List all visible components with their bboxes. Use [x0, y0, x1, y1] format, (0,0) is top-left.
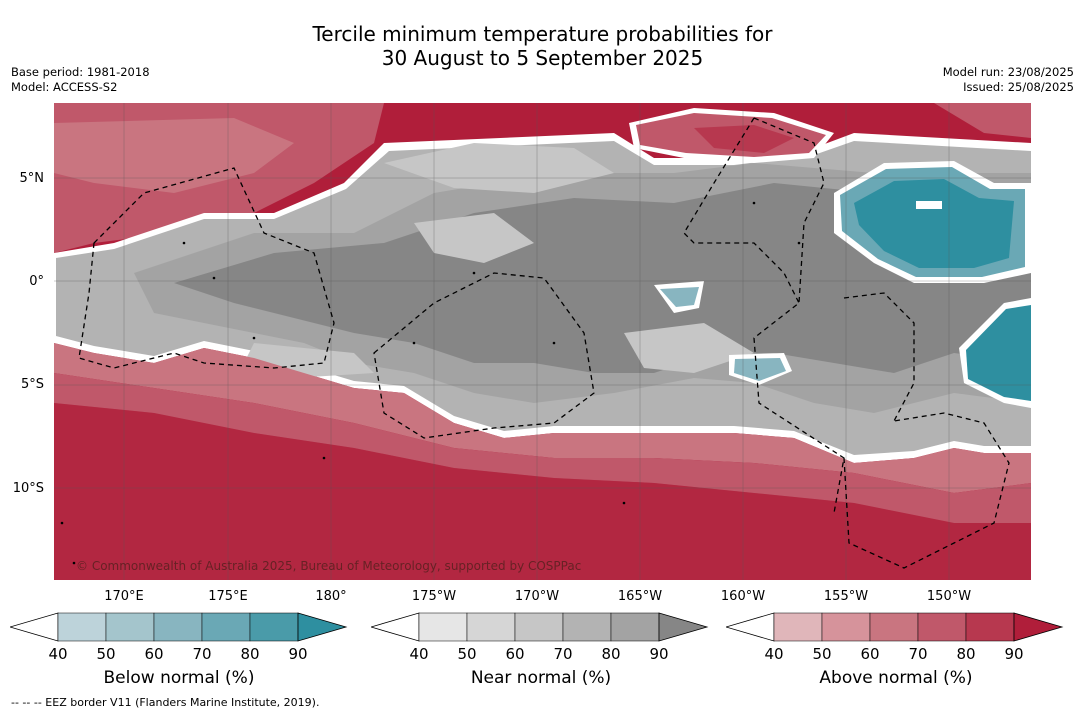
- colorbar-tick-label: 80: [601, 645, 621, 663]
- lon-label-170w: 170°W: [514, 589, 560, 604]
- lon-label-160w: 160°W: [720, 589, 766, 604]
- colorbar-label-above: Above normal (%): [819, 668, 973, 688]
- colorbar-tick-label: 50: [457, 645, 477, 663]
- colorbar-upper-extension: [658, 612, 709, 642]
- lon-label-180: 180°: [315, 589, 347, 604]
- colorbar-tick-label: 40: [48, 645, 68, 663]
- colorbar-tick-label: 80: [240, 645, 260, 663]
- probability-map: [54, 103, 1031, 580]
- colorbar-segment: [514, 612, 564, 642]
- colorbar-lower-extension: [10, 612, 59, 642]
- meta-right: Model run: 23/08/2025 Issued: 25/08/2025: [943, 65, 1074, 95]
- title-line-2: 30 August to 5 September 2025: [381, 46, 704, 70]
- colorbar-tick-label: 60: [505, 645, 525, 663]
- colorbar-segment: [562, 612, 612, 642]
- meta-left: Base period: 1981-2018 Model: ACCESS-S2: [11, 65, 150, 95]
- copyright-notice: © Commonwealth of Australia 2025, Bureau…: [76, 559, 582, 573]
- colorbar-segment: [821, 612, 871, 642]
- colorbar-tick-label: 70: [553, 645, 573, 663]
- map-title: Tercile minimum temperature probabilitie…: [0, 22, 1085, 70]
- model-name: Model: ACCESS-S2: [11, 80, 118, 94]
- colorbar-segment: [418, 612, 468, 642]
- colorbar-segment: [105, 612, 155, 642]
- colorbar-segment: [965, 612, 1015, 642]
- colorbar-tick-label: 50: [812, 645, 832, 663]
- colorbar-segment: [466, 612, 516, 642]
- colorbar-upper-extension: [1013, 612, 1064, 642]
- colorbar-tick-label: 60: [144, 645, 164, 663]
- colorbar-segment: [201, 612, 251, 642]
- issued-date: Issued: 25/08/2025: [963, 80, 1074, 94]
- lon-label-165w: 165°W: [617, 589, 663, 604]
- lon-label-175w: 175°W: [411, 589, 457, 604]
- red-band-s: [54, 343, 1031, 493]
- colorbar-segment: [610, 612, 660, 642]
- lon-label-170e: 170°E: [104, 589, 144, 604]
- colorbar-tick-label: 70: [908, 645, 928, 663]
- lat-label-0: 0°: [29, 274, 44, 289]
- colorbar-lower-extension: [371, 612, 420, 642]
- model-run: Model run: 23/08/2025: [942, 65, 1074, 79]
- colorbar-segment: [249, 612, 299, 642]
- colorbar-tick-label: 90: [649, 645, 669, 663]
- colorbar-tick-label: 70: [192, 645, 212, 663]
- colorbar-tick-label: 40: [764, 645, 784, 663]
- lat-label-5n: 5°N: [19, 171, 45, 186]
- colorbar-near-normal: [371, 612, 709, 642]
- colorbar-lower-extension: [726, 612, 775, 642]
- eez-footer-note: -- -- -- EEZ border V11 (Flanders Marine…: [11, 696, 320, 709]
- title-line-1: Tercile minimum temperature probabilitie…: [312, 22, 773, 46]
- lon-label-155w: 155°W: [823, 589, 869, 604]
- colorbar-segment: [57, 612, 107, 642]
- colorbar-tick-label: 90: [288, 645, 308, 663]
- colorbar-segment: [773, 612, 823, 642]
- colorbar-upper-extension: [297, 612, 348, 642]
- colorbar-tick-label: 40: [409, 645, 429, 663]
- lat-label-10s: 10°S: [12, 481, 44, 496]
- colorbar-tick-label: 90: [1004, 645, 1024, 663]
- colorbar-above-normal: [726, 612, 1064, 642]
- colorbar-tick-label: 50: [96, 645, 116, 663]
- lon-label-150w: 150°W: [926, 589, 972, 604]
- colorbar-segment: [153, 612, 203, 642]
- lon-label-175e: 175°E: [208, 589, 248, 604]
- colorbar-segment: [869, 612, 919, 642]
- colorbar-tick-label: 60: [860, 645, 880, 663]
- base-period: Base period: 1981-2018: [11, 65, 150, 79]
- colorbar-label-near: Near normal (%): [470, 668, 612, 688]
- colorbar-segment: [917, 612, 967, 642]
- colorbar-tick-label: 80: [956, 645, 976, 663]
- colorbar-below-normal: [10, 612, 348, 642]
- eez-borders: [78, 117, 1010, 569]
- colorbar-label-below: Below normal (%): [103, 668, 255, 688]
- lat-label-5s: 5°S: [20, 377, 44, 392]
